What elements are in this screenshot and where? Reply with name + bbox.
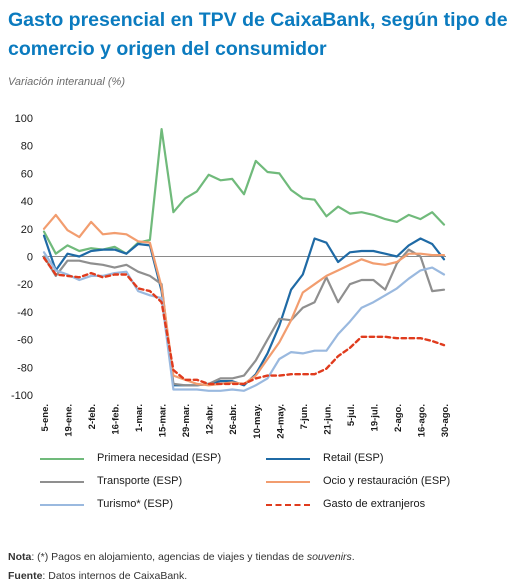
page-title: Gasto presencial en TPV de CaixaBank, se… — [8, 9, 508, 60]
x-tick-label: 26-abr. — [228, 404, 239, 435]
legend-label: Retail (ESP) — [323, 452, 384, 464]
x-tick-label: 15-mar. — [158, 404, 169, 437]
line-chart: 100 80 60 40 20 0 -20 -40 -60 -80 -100 5-ene. 19-en… — [11, 113, 451, 439]
source-text: : Datos internos de CaixaBank. — [42, 570, 188, 582]
source-line: Fuente: Datos internos de CaixaBank. — [8, 567, 355, 586]
series-line — [42, 213, 446, 387]
chart-notes: Nota: (*) Pagos en alojamiento, agencias… — [8, 548, 355, 586]
x-tick-label: 5-ene. — [40, 404, 51, 431]
legend-label: Primera necesidad (ESP) — [97, 452, 222, 464]
note-label: Nota — [8, 551, 32, 563]
legend-swatch — [266, 458, 310, 460]
x-tick-label: 10-may. — [252, 404, 263, 439]
x-tick-label: 24-may. — [275, 404, 286, 439]
x-tick-label: 2-feb. — [87, 404, 98, 429]
legend-label: Ocio y restauración (ESP) — [323, 475, 451, 487]
series-line — [42, 251, 446, 392]
x-tick-label: 16-feb. — [111, 404, 122, 435]
x-tick-label: 21-jun. — [322, 404, 333, 435]
y-tick-label: 80 — [21, 141, 33, 153]
note-end: . — [351, 551, 355, 563]
y-tick-label: -40 — [17, 307, 33, 319]
series-line — [42, 128, 446, 255]
series-line — [42, 256, 446, 386]
note-line: Nota: (*) Pagos en alojamiento, agencias… — [8, 548, 355, 567]
legend-swatch — [40, 458, 84, 460]
note-italic: souvenirs — [306, 551, 352, 563]
x-tick-label: 1-mar. — [134, 404, 145, 432]
y-tick-label: 100 — [15, 113, 33, 125]
chart-subtitle: Variación interanual (%) — [8, 76, 125, 88]
x-tick-label: 16-ago. — [416, 404, 427, 437]
x-tick-label: 2-ago. — [393, 404, 404, 432]
legend-label: Gasto de extranjeros — [323, 498, 426, 510]
legend-swatch — [266, 481, 310, 483]
x-tick-label: 5-jul. — [346, 404, 357, 426]
y-tick-label: 60 — [21, 168, 33, 180]
x-tick-label: 29-mar. — [181, 404, 192, 437]
legend-swatch — [40, 504, 84, 506]
y-tick-label: 0 — [27, 252, 33, 264]
legend-label: Transporte (ESP) — [97, 475, 183, 487]
x-tick-label: 19-ene. — [64, 404, 75, 437]
x-tick-label: 19-jul. — [369, 404, 380, 431]
legend-swatch — [40, 481, 84, 483]
x-tick-label: 30-ago. — [440, 404, 451, 437]
y-tick-label: -60 — [17, 335, 33, 347]
y-tick-label: 20 — [21, 224, 33, 236]
legend-swatch — [266, 504, 310, 506]
y-tick-label: -100 — [11, 390, 33, 402]
x-tick-label: 12-abr. — [205, 404, 216, 435]
source-label: Fuente — [8, 570, 43, 582]
series-lines — [42, 128, 446, 392]
x-tick-label: 7-jun. — [299, 404, 310, 429]
note-text: : (*) Pagos en alojamiento, agencias de … — [31, 551, 307, 563]
y-axis: 100 80 60 40 20 0 -20 -40 -60 -80 -100 — [11, 113, 33, 402]
y-tick-label: 40 — [21, 196, 33, 208]
series-line — [42, 248, 446, 387]
y-tick-label: -20 — [17, 279, 33, 291]
x-axis: 5-ene. 19-ene. 2-feb. 16-feb. 1-mar. 15-mar. 2… — [40, 404, 451, 439]
legend-label: Turismo* (ESP) — [97, 498, 173, 510]
series-line — [42, 234, 446, 387]
y-tick-label: -80 — [17, 362, 33, 374]
